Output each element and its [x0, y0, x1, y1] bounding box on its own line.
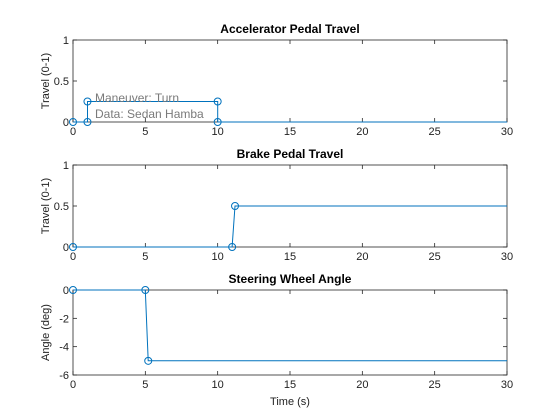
- x-axis-label: Time (s): [270, 396, 310, 408]
- chart-title: Steering Wheel Angle: [229, 272, 352, 286]
- y-tick-label: 0: [63, 242, 69, 254]
- y-axis-label: Angle (deg): [40, 304, 52, 361]
- series-line: [73, 205, 507, 248]
- data-point-marker: [231, 202, 240, 210]
- data-point-marker: [213, 118, 222, 126]
- annotation-text: Data: Sedan Hamba: [95, 107, 204, 121]
- data-point-marker: [69, 118, 77, 126]
- x-tick-label: 0: [70, 379, 76, 391]
- data-point-marker: [213, 97, 222, 106]
- series-line: [73, 101, 507, 123]
- y-tick-label: 0.5: [54, 76, 69, 88]
- y-tick-label: 1: [63, 160, 69, 172]
- y-tick-label: 0: [63, 117, 69, 129]
- x-tick-label: 5: [142, 126, 148, 138]
- x-tick-label: 15: [284, 251, 296, 263]
- annotation-text: Maneuver: Turn: [95, 91, 179, 105]
- x-tick-label: 30: [501, 379, 513, 391]
- x-tick-label: 5: [142, 379, 148, 391]
- x-tick-label: 0: [70, 126, 76, 138]
- data-point-marker: [144, 356, 153, 365]
- y-tick-label: 0: [63, 285, 69, 297]
- data-point-marker: [69, 243, 77, 251]
- data-point-marker: [83, 118, 92, 126]
- y-tick-label: -6: [59, 370, 69, 382]
- data-point-marker: [69, 286, 77, 294]
- x-tick-label: 10: [212, 251, 224, 263]
- data-point-marker: [141, 286, 150, 294]
- x-tick-label: 25: [429, 251, 441, 263]
- series-line: [73, 289, 507, 362]
- x-tick-label: 20: [356, 251, 368, 263]
- y-tick-label: -2: [59, 313, 69, 325]
- data-point-marker: [83, 97, 92, 106]
- x-tick-label: 10: [212, 379, 224, 391]
- axes-box: [72, 39, 508, 123]
- x-tick-label: 30: [501, 126, 513, 138]
- x-tick-label: 20: [356, 126, 368, 138]
- data-point-marker: [228, 243, 237, 251]
- x-tick-label: 0: [70, 251, 76, 263]
- x-tick-label: 10: [212, 126, 224, 138]
- chart-title: Brake Pedal Travel: [237, 147, 344, 161]
- x-tick-label: 15: [284, 379, 296, 391]
- x-tick-label: 30: [501, 251, 513, 263]
- x-tick-label: 25: [429, 126, 441, 138]
- x-tick-label: 25: [429, 379, 441, 391]
- y-tick-label: -4: [59, 342, 69, 354]
- y-tick-label: 0.5: [54, 201, 69, 213]
- x-tick-label: 5: [142, 251, 148, 263]
- y-axis-label: Travel (0-1): [40, 53, 52, 109]
- axes-box: [72, 289, 508, 376]
- x-tick-label: 20: [356, 379, 368, 391]
- x-tick-label: 15: [284, 126, 296, 138]
- chart-title: Accelerator Pedal Travel: [220, 22, 359, 36]
- y-tick-label: 1: [63, 35, 69, 47]
- y-axis-label: Travel (0-1): [40, 178, 52, 234]
